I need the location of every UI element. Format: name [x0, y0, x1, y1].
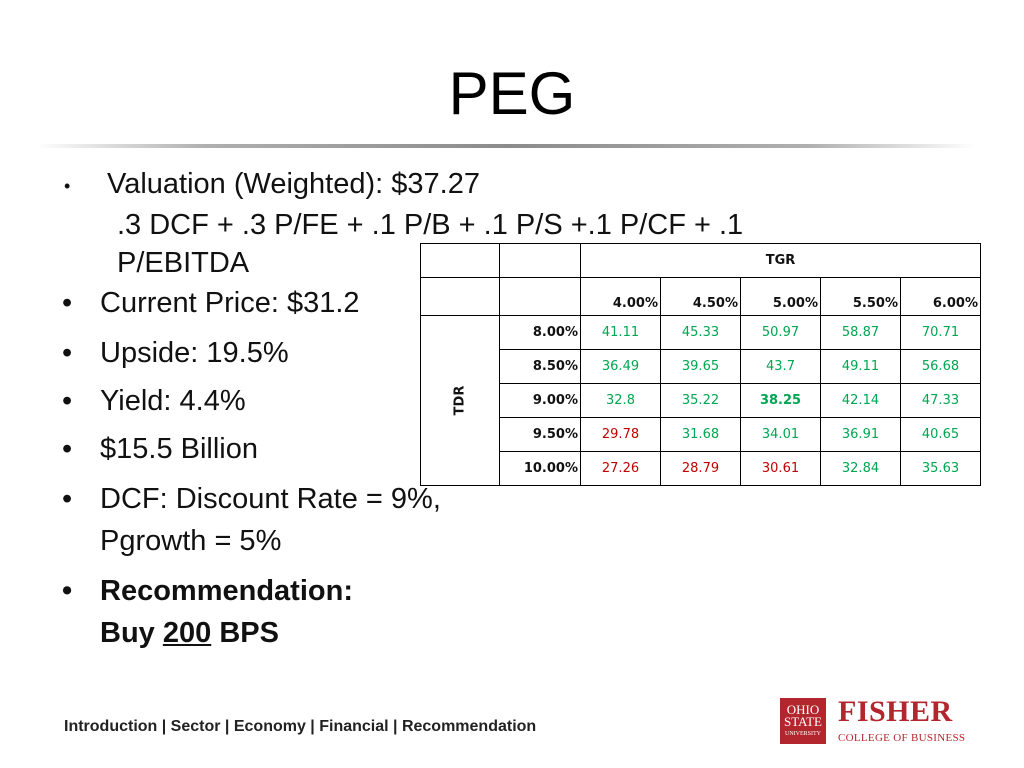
slide-title: PEG: [448, 60, 576, 127]
table-cell: 47.33: [900, 383, 981, 418]
bullet-dot: •: [62, 575, 73, 607]
table-row: 10.00% 27.26 28.79 30.61 32.84 35.63: [421, 451, 981, 486]
tdr-label: TDR: [452, 385, 468, 416]
bullet-dot: •: [62, 385, 73, 417]
bullet-dot: •: [62, 287, 73, 319]
row-header: 10.00%: [499, 451, 581, 486]
table-row: 8.50% 36.49 39.65 43.7 49.11 56.68: [421, 349, 981, 384]
table-header-row: TGR: [420, 243, 981, 278]
valuation-formula: .3 DCF + .3 P/FE + .1 P/B + .1 P/S +.1 P…: [117, 209, 744, 279]
table-row: TDR 8.00% 41.11 45.33 50.97 58.87 70.71: [420, 315, 981, 486]
table-corner-cell: [499, 277, 581, 316]
row-header: 8.00%: [499, 315, 581, 350]
row-header: 8.50%: [499, 349, 581, 384]
table-row: 9.00% 32.8 35.22 38.25 42.14 47.33: [421, 383, 981, 418]
table-cell: 34.01: [740, 417, 821, 452]
table-cell: 58.87: [820, 315, 901, 350]
column-header: 4.50%: [660, 277, 741, 316]
table-row: 9.50% 29.78 31.68 34.01 36.91 40.65: [421, 417, 981, 452]
table-cell: 35.22: [660, 383, 741, 418]
bullet-text: Pgrowth = 5%: [100, 525, 282, 557]
bullet-text: Yield: 4.4%: [100, 385, 246, 417]
table-cell: 29.78: [580, 417, 661, 452]
recommendation-buy: Buy: [100, 617, 155, 649]
table-cell: 27.26: [580, 451, 661, 486]
tgr-label: TGR: [765, 253, 796, 268]
recommendation-bps: BPS: [219, 617, 279, 649]
table-cell: 35.63: [900, 451, 981, 486]
bullet-dot: •: [62, 483, 73, 515]
fisher-logo: OHIO STATE UNIVERSITY FISHER COLLEGE OF …: [780, 695, 976, 746]
table-cell: 42.14: [820, 383, 901, 418]
recommendation-label: Recommendation:: [100, 575, 353, 607]
bullet-text: DCF: Discount Rate = 9%,: [100, 483, 441, 515]
table-corner-cell: [420, 277, 500, 316]
table-cell: 36.49: [580, 349, 661, 384]
table-cell: 41.11: [580, 315, 661, 350]
table-column-headers: 4.00% 4.50% 5.00% 5.50% 6.00%: [420, 277, 981, 316]
table-cell: 38.25: [740, 383, 821, 418]
bullet-text: Upside: 19.5%: [100, 337, 289, 369]
ohio-state-seal-icon: OHIO STATE UNIVERSITY: [780, 698, 826, 744]
row-header: 9.00%: [499, 383, 581, 418]
tdr-header-cell: TDR: [420, 315, 500, 486]
table-cell: 70.71: [900, 315, 981, 350]
valuation-bullet: •: [64, 176, 71, 196]
title-divider: [36, 144, 976, 148]
row-header: 9.50%: [499, 417, 581, 452]
table-cell: 31.68: [660, 417, 741, 452]
table-corner-cell: [499, 243, 581, 278]
table-cell: 32.84: [820, 451, 901, 486]
bullet-text: $15.5 Billion: [100, 433, 258, 465]
recommendation-number: 200: [162, 617, 212, 649]
table-cell: 39.65: [660, 349, 741, 384]
table-cell: 28.79: [660, 451, 741, 486]
logo-name: FISHER: [838, 695, 953, 728]
column-header: 5.00%: [740, 277, 821, 316]
table-cell: 32.8: [580, 383, 661, 418]
sensitivity-table: TGR 4.00% 4.50% 5.00% 5.50% 6.00% TDR 8.…: [420, 243, 981, 486]
table-cell: 56.68: [900, 349, 981, 384]
table-cell: 30.61: [740, 451, 821, 486]
bullet-dot: •: [62, 337, 73, 369]
table-cell: 36.91: [820, 417, 901, 452]
section-nav-footer: Introduction | Sector | Economy | Financ…: [64, 718, 537, 735]
column-header: 5.50%: [820, 277, 901, 316]
column-header: 4.00%: [580, 277, 661, 316]
table-cell: 50.97: [740, 315, 821, 350]
bullet-text: Current Price: $31.2: [100, 287, 360, 319]
tgr-header-cell: TGR: [580, 243, 981, 278]
table-corner-cell: [420, 243, 500, 278]
recommendation-text: Buy 200 BPS: [100, 612, 279, 654]
table-cell: 43.7: [740, 349, 821, 384]
column-header: 6.00%: [900, 277, 981, 316]
logo-subtitle: COLLEGE OF BUSINESS: [838, 732, 966, 744]
table-cell: 40.65: [900, 417, 981, 452]
table-cell: 45.33: [660, 315, 741, 350]
bullet-dot: •: [62, 433, 73, 465]
valuation-text: Valuation (Weighted): $37.27: [107, 168, 480, 200]
table-cell: 49.11: [820, 349, 901, 384]
